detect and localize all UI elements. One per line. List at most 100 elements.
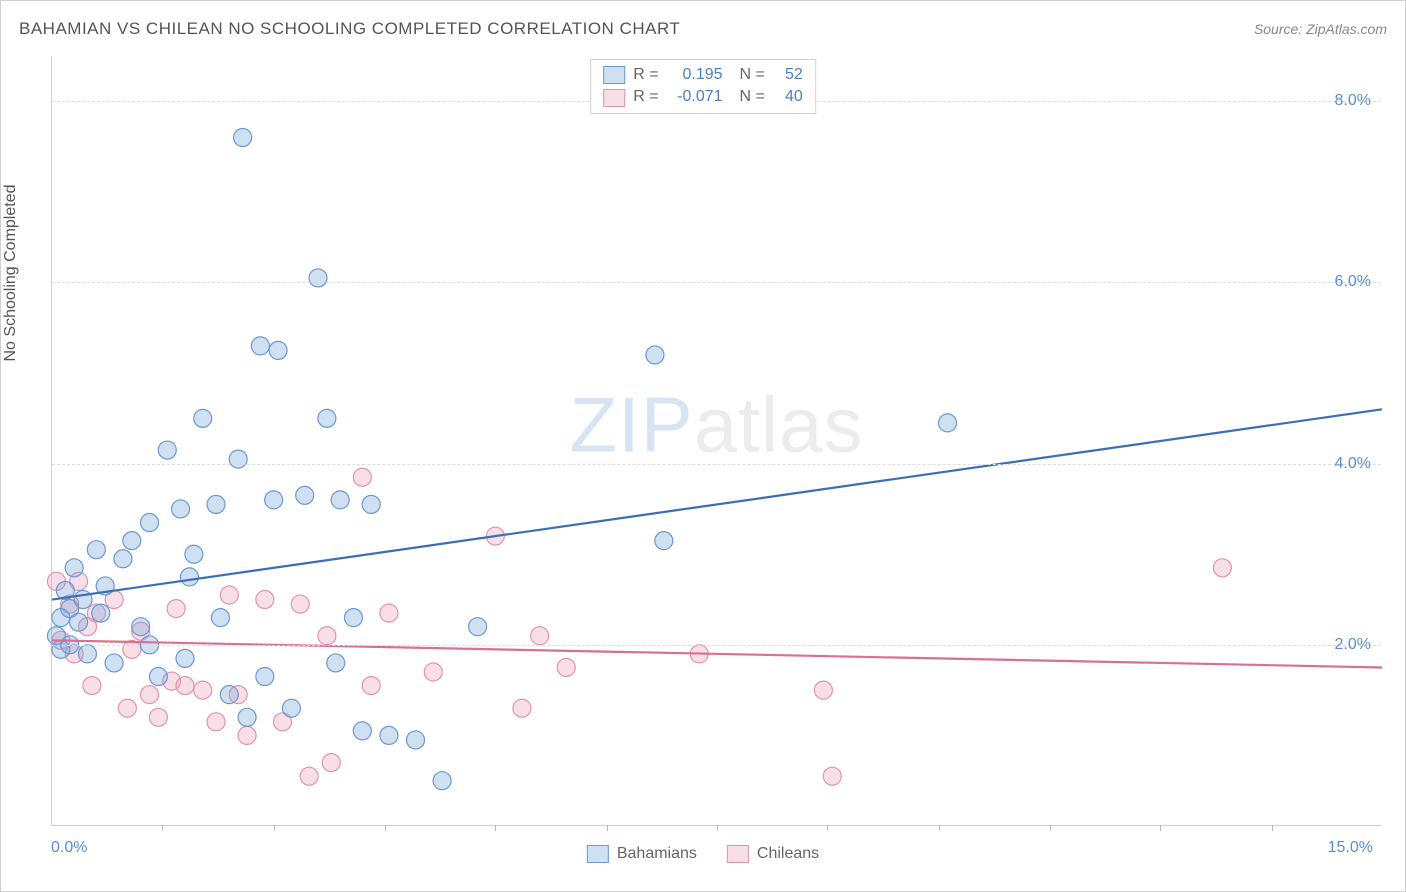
y-tick-label: 8.0% [1335, 92, 1371, 110]
y-axis-title: No Schooling Completed [2, 185, 20, 362]
point-bahamians [256, 668, 274, 686]
gridline-h [52, 464, 1381, 465]
point-bahamians [296, 486, 314, 504]
point-chileans [149, 708, 167, 726]
stats-r-bahamians: 0.195 [667, 64, 723, 86]
point-chileans [83, 677, 101, 695]
plot-area: ZIPatlas 2.0%4.0%6.0%8.0% [51, 56, 1381, 826]
y-tick-label: 4.0% [1335, 455, 1371, 473]
x-tick [1050, 825, 1051, 831]
point-bahamians [282, 699, 300, 717]
legend-swatch-bahamians [587, 845, 609, 863]
point-chileans [531, 627, 549, 645]
stats-box: R = 0.195 N = 52 R = -0.071 N = 40 [590, 59, 816, 114]
swatch-chileans [603, 89, 625, 107]
point-chileans [194, 681, 212, 699]
point-bahamians [939, 414, 957, 432]
point-bahamians [331, 491, 349, 509]
stats-row-bahamians: R = 0.195 N = 52 [603, 64, 803, 86]
point-chileans [176, 677, 194, 695]
point-bahamians [433, 772, 451, 790]
point-bahamians [158, 441, 176, 459]
gridline-h [52, 645, 1381, 646]
gridline-h [52, 282, 1381, 283]
point-chileans [814, 681, 832, 699]
point-chileans [353, 468, 371, 486]
legend-label-bahamians: Bahamians [617, 845, 697, 863]
point-bahamians [185, 545, 203, 563]
point-chileans [380, 604, 398, 622]
point-bahamians [229, 450, 247, 468]
legend-label-chileans: Chileans [757, 845, 819, 863]
x-tick [1272, 825, 1273, 831]
source-label: Source: ZipAtlas.com [1254, 21, 1387, 37]
point-chileans [220, 586, 238, 604]
x-tick [385, 825, 386, 831]
point-bahamians [344, 609, 362, 627]
point-bahamians [65, 559, 83, 577]
swatch-bahamians [603, 66, 625, 84]
x-tick [827, 825, 828, 831]
y-tick-label: 2.0% [1335, 636, 1371, 654]
point-chileans [300, 767, 318, 785]
title-bar: BAHAMIAN VS CHILEAN NO SCHOOLING COMPLET… [19, 19, 1387, 39]
point-bahamians [78, 645, 96, 663]
point-bahamians [380, 726, 398, 744]
point-bahamians [407, 731, 425, 749]
x-tick [607, 825, 608, 831]
point-chileans [141, 686, 159, 704]
point-chileans [322, 754, 340, 772]
stats-n-label: N = [731, 86, 765, 108]
legend-swatch-chileans [727, 845, 749, 863]
point-bahamians [220, 686, 238, 704]
legend-bottom: Bahamians Chileans [579, 845, 827, 863]
point-chileans [291, 595, 309, 613]
point-bahamians [141, 514, 159, 532]
point-bahamians [265, 491, 283, 509]
point-chileans [823, 767, 841, 785]
point-bahamians [70, 613, 88, 631]
point-bahamians [149, 668, 167, 686]
point-bahamians [362, 495, 380, 513]
legend-item-chileans: Chileans [727, 845, 819, 863]
point-chileans [1213, 559, 1231, 577]
chart-title: BAHAMIAN VS CHILEAN NO SCHOOLING COMPLET… [19, 19, 680, 39]
stats-n-chileans: 40 [773, 86, 803, 108]
point-bahamians [172, 500, 190, 518]
y-tick-label: 6.0% [1335, 273, 1371, 291]
point-chileans [118, 699, 136, 717]
stats-n-bahamians: 52 [773, 64, 803, 86]
stats-r-label: R = [633, 64, 658, 86]
point-chileans [256, 591, 274, 609]
point-bahamians [207, 495, 225, 513]
point-bahamians [211, 609, 229, 627]
point-bahamians [251, 337, 269, 355]
stats-r-label: R = [633, 86, 658, 108]
stats-n-label: N = [731, 64, 765, 86]
point-bahamians [87, 541, 105, 559]
x-tick [274, 825, 275, 831]
point-bahamians [123, 532, 141, 550]
point-chileans [424, 663, 442, 681]
point-bahamians [469, 618, 487, 636]
point-bahamians [309, 269, 327, 287]
x-label-max: 15.0% [1328, 839, 1373, 857]
stats-r-chileans: -0.071 [667, 86, 723, 108]
x-tick [162, 825, 163, 831]
x-tick [939, 825, 940, 831]
point-bahamians [132, 618, 150, 636]
point-bahamians [176, 649, 194, 667]
point-bahamians [114, 550, 132, 568]
point-bahamians [180, 568, 198, 586]
point-chileans [318, 627, 336, 645]
point-bahamians [327, 654, 345, 672]
point-chileans [362, 677, 380, 695]
trendline-bahamians [52, 409, 1382, 599]
point-chileans [238, 726, 256, 744]
x-label-min: 0.0% [51, 839, 87, 857]
chart-container: BAHAMIAN VS CHILEAN NO SCHOOLING COMPLET… [0, 0, 1406, 892]
point-bahamians [238, 708, 256, 726]
point-chileans [513, 699, 531, 717]
point-chileans [207, 713, 225, 731]
x-tick [717, 825, 718, 831]
